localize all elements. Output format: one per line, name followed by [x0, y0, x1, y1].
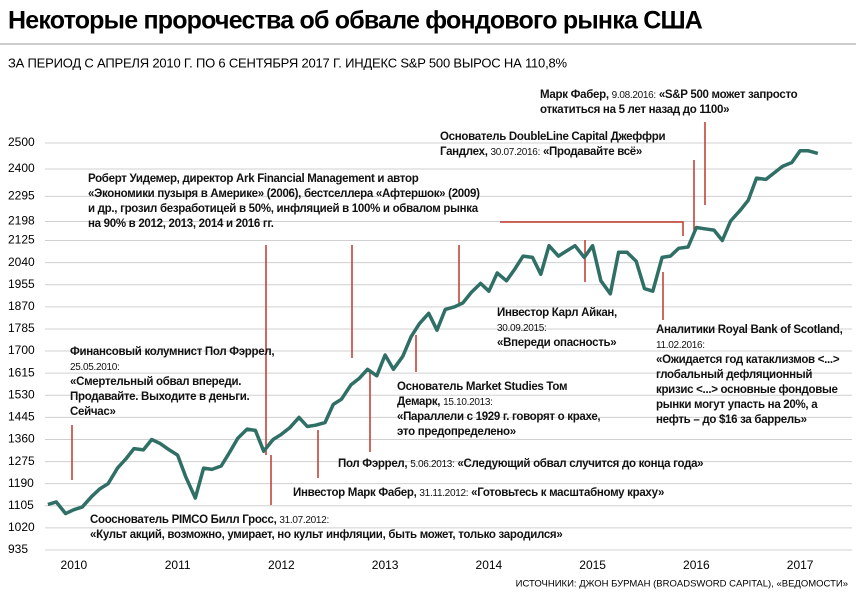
- y-tick-label: 2198: [8, 214, 35, 228]
- y-tick-label: 1615: [8, 365, 35, 379]
- y-tick-label: 935: [8, 542, 28, 556]
- subtitle: ЗА ПЕРИОД С АПРЕЛЯ 2010 Г. ПО 6 СЕНТЯБРЯ…: [8, 55, 568, 70]
- source: ИСТОЧНИКИ: ДЖОН БУРМАН (BROADSWORD CAPIT…: [516, 579, 848, 590]
- y-tick-label: 1955: [8, 277, 35, 291]
- pointer-lines: [71, 122, 706, 505]
- pointer: [500, 221, 684, 236]
- x-tick-label: 2013: [372, 558, 399, 572]
- annotation: Аналитики Royal Bank of Scotland, 11.02.…: [656, 323, 852, 428]
- y-tick-label: 2040: [8, 255, 35, 269]
- y-tick-label: 2500: [8, 135, 35, 149]
- x-tick-label: 2011: [165, 558, 191, 572]
- y-tick-label: 1190: [8, 476, 34, 490]
- index-line: [47, 149, 819, 516]
- y-tick-label: 2400: [8, 161, 35, 175]
- annotation-quote: «Ожидается год катаклизмов <...> глобаль…: [656, 354, 840, 426]
- annotation-date: 30.07.2016:: [490, 147, 541, 158]
- annotation-author: Финансовый колумнист Пол Фэррел,: [70, 346, 275, 358]
- annotation-date: 31.11.2012:: [419, 488, 469, 499]
- y-tick-label: 1870: [8, 299, 35, 313]
- x-tick-label: 2010: [61, 558, 88, 572]
- y-tick-label: 2295: [8, 188, 35, 202]
- annotation: Марк Фабер, 9.08.2016: «S&P 500 может за…: [540, 88, 845, 118]
- y-tick-label: 1445: [8, 410, 35, 424]
- annotation-quote: «Смертельный обвал впереди. Продавайте. …: [70, 376, 250, 418]
- y-tick-label: 2125: [8, 233, 35, 247]
- annotation-author: Основатель Market Studies Том Демарк,: [397, 381, 568, 408]
- annotation-author: Марк Фабер,: [540, 89, 609, 101]
- annotation: Инвестор Марк Фабер, 31.11.2012: «Готовь…: [293, 486, 753, 501]
- annotation-quote: «Впереди опасность»: [497, 337, 617, 349]
- annotation-author: Инвестор Карл Айкан,: [497, 307, 617, 319]
- annotation: Роберт Уидемер, директор Ark Financial M…: [88, 172, 483, 232]
- x-tick-label: 2012: [268, 558, 295, 572]
- x-tick-label: 2017: [787, 558, 814, 572]
- chart-title: Некоторые пророчества об обвале фондовог…: [8, 7, 703, 35]
- y-tick-label: 1105: [8, 498, 34, 512]
- y-tick-label: 1275: [8, 454, 35, 468]
- annotation: Основатель DoubleLine Capital Джеффри Га…: [440, 130, 695, 160]
- annotation-date: 9.08.2016:: [611, 90, 657, 101]
- annotation: Сооснователь PIMCO Билл Гросс, 31.07.201…: [90, 513, 660, 543]
- annotation: Пол Фэррел, 5.06.2013: «Следующий обвал …: [338, 457, 768, 472]
- annotation-author: Основатель DoubleLine Capital Джеффри Га…: [440, 131, 666, 158]
- y-tick-label: 1785: [8, 321, 35, 335]
- annotation-quote: «Параллели с 1929 г. говорят о крахе, эт…: [397, 411, 601, 438]
- annotation-date: 11.02.2016:: [656, 340, 705, 351]
- annotation: Основатель Market Studies Том Демарк, 15…: [397, 380, 602, 440]
- annotation-date: 5.06.2013:: [410, 459, 455, 470]
- y-tick-label: 1700: [8, 343, 35, 357]
- y-tick-label: 1020: [8, 520, 35, 534]
- annotation-date: 30.09.2015:: [497, 323, 547, 334]
- annotation-author: Инвестор Марк Фабер,: [293, 487, 417, 499]
- y-tick-label: 1360: [8, 432, 35, 446]
- annotation-author: Пол Фэррел,: [338, 458, 408, 470]
- x-tick-label: 2014: [476, 558, 503, 572]
- annotation-quote: «Следующий обвал случится до конца года»: [457, 458, 704, 470]
- y-tick-label: 1530: [8, 387, 35, 401]
- plot: [47, 149, 819, 516]
- annotation-author: Аналитики Royal Bank of Scotland,: [656, 324, 843, 336]
- annotation: Финансовый колумнист Пол Фэррел, 25.05.2…: [70, 345, 275, 420]
- x-tick-label: 2016: [683, 558, 710, 572]
- annotation-date: 31.07.2012:: [279, 515, 329, 526]
- grid: 935 1020 1105 1190 1275 1360 1445 1530 1615 1700 1…: [8, 135, 852, 572]
- annotation-quote: «S&P 500 может запросто откатиться на 5 …: [540, 89, 798, 116]
- annotation-date: 25.05.2010:: [70, 362, 120, 373]
- annotation-quote: «Готовьтесь к масштабному краху»: [471, 487, 665, 499]
- annotation: Инвестор Карл Айкан, 30.09.2015: «Впереди…: [497, 306, 647, 351]
- annotation-date: 15.10.2013:: [443, 397, 493, 408]
- annotation-quote: «Продавайте всё»: [542, 146, 642, 158]
- annotation-author: Сооснователь PIMCO Билл Гросс,: [90, 514, 277, 526]
- annotation-text: Роберт Уидемер, директор Ark Financial M…: [88, 173, 480, 230]
- annotation-quote: «Культ акций, возможно, умирает, но куль…: [90, 529, 563, 541]
- x-tick-label: 2015: [579, 558, 606, 572]
